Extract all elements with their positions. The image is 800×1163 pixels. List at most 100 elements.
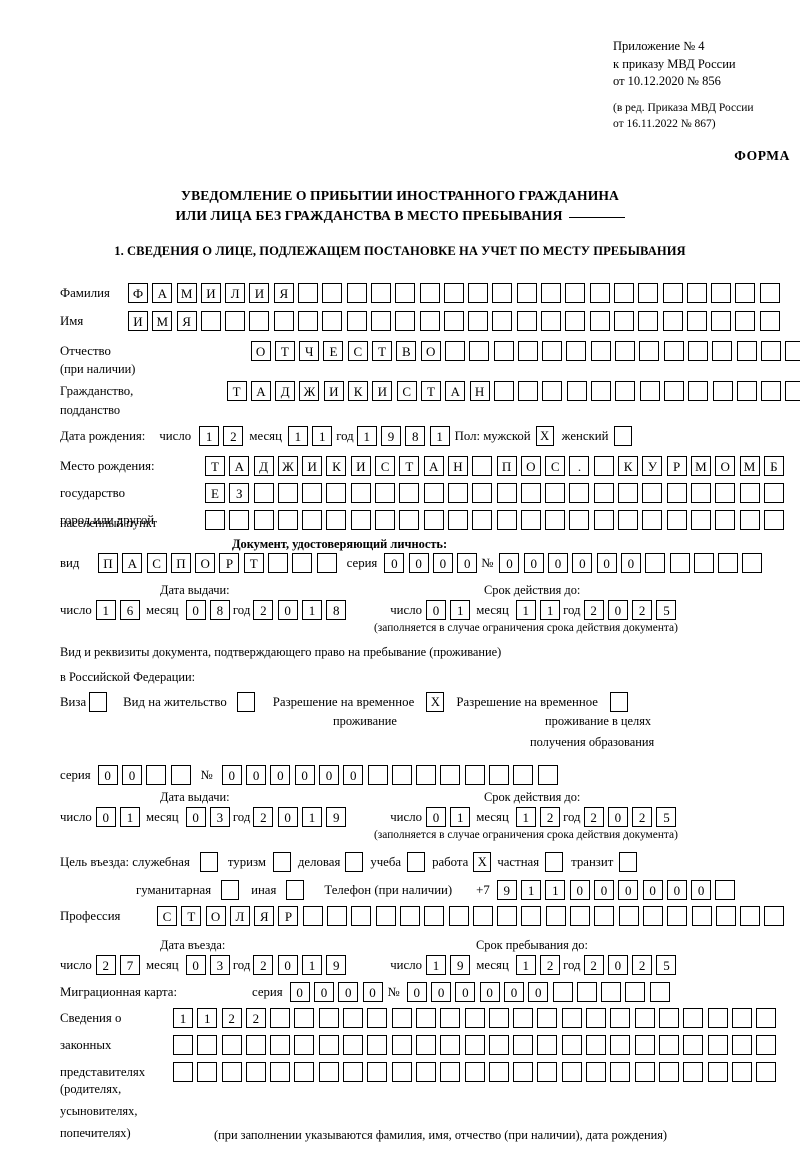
- char-cell[interactable]: [736, 381, 757, 401]
- char-cell[interactable]: 9: [381, 426, 401, 446]
- char-cell[interactable]: [561, 1008, 582, 1028]
- char-cell[interactable]: 1: [515, 807, 536, 827]
- char-cell[interactable]: [707, 1035, 728, 1055]
- char-cell[interactable]: [513, 765, 534, 785]
- char-cell[interactable]: [785, 381, 800, 401]
- char-cell[interactable]: 0: [338, 982, 359, 1002]
- char-cell[interactable]: [423, 510, 444, 530]
- char-cell[interactable]: [472, 906, 493, 926]
- char-cell[interactable]: 3: [209, 955, 230, 975]
- char-cell[interactable]: [763, 483, 784, 503]
- char-cell[interactable]: [639, 381, 660, 401]
- purpose-business-checkbox[interactable]: [345, 852, 364, 872]
- char-cell[interactable]: [298, 311, 319, 331]
- char-cell[interactable]: 0: [499, 553, 520, 573]
- char-cell[interactable]: [294, 1062, 315, 1082]
- char-cell[interactable]: О: [195, 553, 216, 573]
- char-cell[interactable]: М: [152, 311, 173, 331]
- char-cell[interactable]: [370, 311, 391, 331]
- char-cell[interactable]: [642, 510, 663, 530]
- char-cell[interactable]: [516, 311, 537, 331]
- char-cell[interactable]: [253, 483, 274, 503]
- char-cell[interactable]: [326, 483, 347, 503]
- char-cell[interactable]: [318, 1062, 339, 1082]
- char-cell[interactable]: 0: [343, 765, 364, 785]
- char-cell[interactable]: [302, 906, 323, 926]
- char-cell[interactable]: 0: [431, 982, 452, 1002]
- char-cell[interactable]: [615, 381, 636, 401]
- purpose-tourism-checkbox[interactable]: [272, 852, 291, 872]
- char-cell[interactable]: 0: [503, 982, 524, 1002]
- char-cell[interactable]: [419, 283, 440, 303]
- char-cell[interactable]: П: [170, 553, 191, 573]
- char-cell[interactable]: [593, 483, 614, 503]
- char-cell[interactable]: [658, 1062, 679, 1082]
- char-cell[interactable]: 1: [312, 426, 333, 446]
- char-cell[interactable]: 0: [185, 807, 206, 827]
- char-cell[interactable]: М: [690, 456, 711, 476]
- char-cell[interactable]: [464, 765, 485, 785]
- char-cell[interactable]: 0: [607, 955, 628, 975]
- char-cell[interactable]: 0: [479, 982, 500, 1002]
- char-cell[interactable]: 0: [185, 955, 206, 975]
- char-cell[interactable]: Р: [666, 456, 687, 476]
- char-cell[interactable]: И: [200, 283, 221, 303]
- char-cell[interactable]: [375, 906, 396, 926]
- char-cell[interactable]: [683, 1062, 704, 1082]
- char-cell[interactable]: [645, 553, 666, 573]
- char-cell[interactable]: [245, 1062, 266, 1082]
- char-cell[interactable]: Я: [273, 283, 294, 303]
- char-cell[interactable]: 9: [326, 955, 347, 975]
- char-cell[interactable]: [249, 311, 270, 331]
- char-cell[interactable]: 1: [287, 426, 308, 446]
- char-cell[interactable]: [739, 483, 760, 503]
- char-cell[interactable]: [610, 1062, 631, 1082]
- visa-checkbox[interactable]: [89, 692, 108, 712]
- char-cell[interactable]: 0: [572, 553, 593, 573]
- char-cell[interactable]: Я: [176, 311, 197, 331]
- char-cell[interactable]: [520, 510, 541, 530]
- char-cell[interactable]: [200, 311, 221, 331]
- char-cell[interactable]: [610, 1008, 631, 1028]
- char-cell[interactable]: 1: [173, 1008, 193, 1028]
- char-cell[interactable]: 9: [450, 955, 471, 975]
- purpose-transit-checkbox[interactable]: [619, 852, 638, 872]
- char-cell[interactable]: 0: [528, 982, 549, 1002]
- char-cell[interactable]: 6: [120, 600, 141, 620]
- char-cell[interactable]: [613, 283, 634, 303]
- char-cell[interactable]: [367, 1008, 388, 1028]
- char-cell[interactable]: А: [122, 553, 143, 573]
- char-cell[interactable]: [472, 510, 493, 530]
- char-cell[interactable]: [662, 311, 683, 331]
- char-cell[interactable]: [423, 483, 444, 503]
- residence-permit-checkbox[interactable]: [236, 692, 255, 712]
- purpose-private-checkbox[interactable]: [545, 852, 564, 872]
- char-cell[interactable]: 0: [523, 553, 544, 573]
- char-cell[interactable]: [447, 510, 468, 530]
- char-cell[interactable]: [666, 483, 687, 503]
- char-cell[interactable]: [690, 483, 711, 503]
- char-cell[interactable]: 0: [362, 982, 383, 1002]
- char-cell[interactable]: Е: [323, 341, 344, 361]
- char-cell[interactable]: Н: [469, 381, 490, 401]
- char-cell[interactable]: [663, 341, 684, 361]
- char-cell[interactable]: [469, 341, 490, 361]
- char-cell[interactable]: 1: [521, 880, 542, 900]
- char-cell[interactable]: [395, 311, 416, 331]
- char-cell[interactable]: [613, 311, 634, 331]
- char-cell[interactable]: И: [302, 456, 323, 476]
- char-cell[interactable]: [570, 906, 591, 926]
- char-cell[interactable]: С: [375, 456, 396, 476]
- char-cell[interactable]: Д: [275, 381, 296, 401]
- char-cell[interactable]: [658, 1035, 679, 1055]
- char-cell[interactable]: 1: [197, 1008, 218, 1028]
- char-cell[interactable]: [294, 1008, 315, 1028]
- char-cell[interactable]: [589, 283, 610, 303]
